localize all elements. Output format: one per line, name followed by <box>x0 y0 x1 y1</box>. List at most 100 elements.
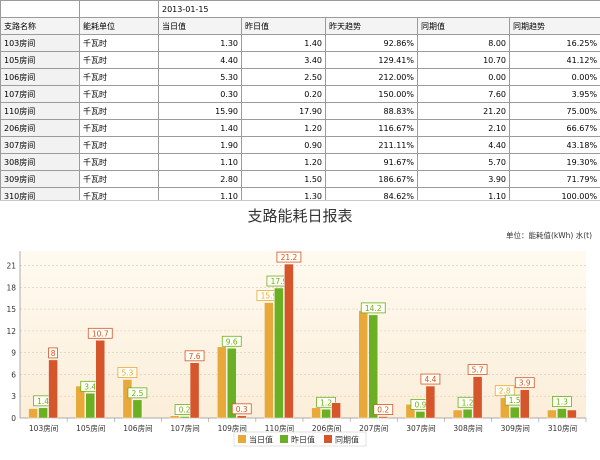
bar-today[interactable] <box>29 409 38 418</box>
table-cell: 千瓦时 <box>80 154 159 171</box>
bar-same-period[interactable] <box>284 264 293 418</box>
bar-same-period[interactable] <box>473 377 482 418</box>
data-label: 3.9 <box>519 379 531 388</box>
bar-yesterday[interactable] <box>463 409 472 418</box>
table-cell: 19.30% <box>510 154 600 171</box>
x-tick-label: 307房间 <box>406 423 435 433</box>
bar-today[interactable] <box>264 303 273 418</box>
column-header[interactable]: 当日值 <box>159 18 242 35</box>
data-label: 1.2 <box>462 398 474 407</box>
x-tick-label: 103房间 <box>29 423 58 433</box>
data-label: 2.8 <box>499 387 511 396</box>
bar-same-period[interactable] <box>237 416 246 418</box>
bar-same-period[interactable] <box>567 410 576 418</box>
data-label: 1.4 <box>37 397 49 406</box>
bar-yesterday[interactable] <box>322 409 331 418</box>
table-cell: 千瓦时 <box>80 52 159 69</box>
bar-same-period[interactable] <box>520 390 529 418</box>
blank-cell <box>80 1 159 18</box>
column-header[interactable]: 昨天趋势 <box>326 18 418 35</box>
x-tick-label: 107房间 <box>170 423 199 433</box>
bar-same-period[interactable] <box>379 417 388 418</box>
column-header[interactable]: 同期趋势 <box>510 18 600 35</box>
legend-label[interactable]: 同期值 <box>335 435 359 445</box>
bar-today[interactable] <box>312 408 321 418</box>
bar-today[interactable] <box>547 410 556 418</box>
legend-swatch[interactable] <box>324 435 332 443</box>
data-label: 4.4 <box>424 375 436 384</box>
table-cell: 5.70 <box>418 154 510 171</box>
table-cell: 3.40 <box>242 52 326 69</box>
bar-yesterday[interactable] <box>510 407 519 418</box>
x-tick-label: 106房间 <box>123 423 152 433</box>
table-cell: 43.18% <box>510 137 600 154</box>
table-cell: 1.50 <box>242 171 326 188</box>
legend-swatch[interactable] <box>280 435 288 443</box>
y-tick-label: 18 <box>6 283 16 292</box>
x-tick-label: 309房间 <box>501 423 530 433</box>
bar-yesterday[interactable] <box>180 417 189 418</box>
table-cell: 4.40 <box>159 52 242 69</box>
bar-yesterday[interactable] <box>274 288 283 418</box>
table-cell: 212.00% <box>326 69 418 86</box>
bar-same-period[interactable] <box>190 363 199 418</box>
bar-yesterday[interactable] <box>416 411 425 418</box>
table-cell: 0.20 <box>242 86 326 103</box>
data-label: 21.2 <box>281 253 298 262</box>
bar-yesterday[interactable] <box>86 393 95 418</box>
bar-today[interactable] <box>359 311 368 418</box>
column-header[interactable]: 支路名称 <box>1 18 80 35</box>
y-tick-label: 3 <box>11 392 16 401</box>
x-tick-label: 105房间 <box>76 423 105 433</box>
bar-same-period[interactable] <box>96 340 105 418</box>
bar-today[interactable] <box>217 347 226 418</box>
column-header[interactable]: 昨日值 <box>242 18 326 35</box>
bar-same-period[interactable] <box>49 360 58 418</box>
bar-yesterday[interactable] <box>133 400 142 418</box>
bar-yesterday[interactable] <box>557 409 566 418</box>
table-cell: 307房间 <box>1 137 80 154</box>
data-label: 1.2 <box>320 398 332 407</box>
x-tick-label: 109房间 <box>218 423 247 433</box>
legend-label[interactable]: 昨日值 <box>291 435 315 445</box>
unit-note: 单位：能耗值(kWh) 水(t) <box>506 230 592 240</box>
x-tick-label: 308房间 <box>453 423 482 433</box>
table-cell: 千瓦时 <box>80 120 159 137</box>
table-cell: 5.30 <box>159 69 242 86</box>
table-cell: 4.40 <box>418 137 510 154</box>
table-cell: 106房间 <box>1 69 80 86</box>
data-label: 7.6 <box>189 352 201 361</box>
bar-yesterday[interactable] <box>369 315 378 418</box>
table-cell: 1.20 <box>242 120 326 137</box>
bar-same-period[interactable] <box>426 386 435 418</box>
bar-same-period[interactable] <box>332 403 341 418</box>
column-header[interactable]: 同期值 <box>418 18 510 35</box>
data-label: 0.9 <box>414 400 426 409</box>
table-cell: 103房间 <box>1 35 80 52</box>
bar-yesterday[interactable] <box>39 408 48 418</box>
y-tick-label: 12 <box>6 327 16 336</box>
table-cell: 千瓦时 <box>80 137 159 154</box>
table-cell: 129.41% <box>326 52 418 69</box>
bar-today[interactable] <box>453 410 462 418</box>
bar-today[interactable] <box>123 380 132 418</box>
column-header[interactable]: 能耗单位 <box>80 18 159 35</box>
header-row: 支路名称能耗单位当日值昨日值昨天趋势同期值同期趋势 <box>1 18 600 35</box>
table-cell: 88.83% <box>326 103 418 120</box>
legend-swatch[interactable] <box>238 435 246 443</box>
legend: 当日值 昨日值 同期值 <box>234 432 366 446</box>
bar-today[interactable] <box>170 416 179 418</box>
legend-label[interactable]: 当日值 <box>249 435 273 445</box>
table-cell: 21.20 <box>418 103 510 120</box>
